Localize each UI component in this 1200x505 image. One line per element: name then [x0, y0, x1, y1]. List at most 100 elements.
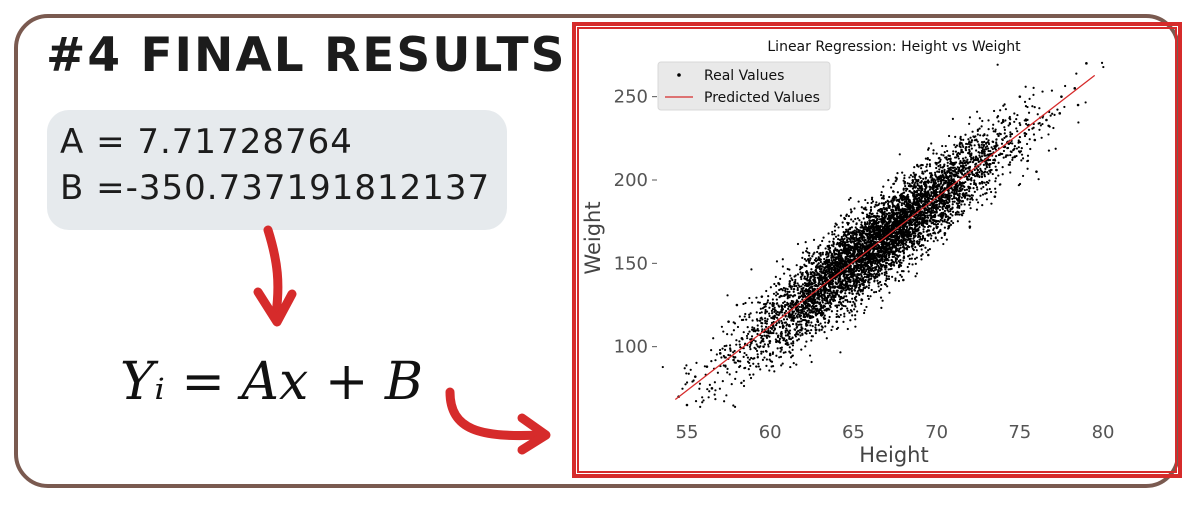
scatter-point	[1004, 119, 1007, 122]
scatter-point	[745, 334, 749, 338]
scatter-point	[958, 206, 961, 209]
scatter-point	[874, 203, 877, 206]
scatter-point	[759, 317, 762, 320]
scatter-point	[737, 360, 740, 363]
scatter-point	[1038, 128, 1041, 131]
scatter-point	[906, 182, 909, 185]
scatter-point	[757, 362, 760, 365]
scatter-point	[883, 282, 887, 286]
scatter-point	[831, 233, 834, 236]
scatter-point	[936, 206, 939, 210]
scatter-point	[846, 287, 849, 290]
scatter-point	[748, 296, 751, 300]
scatter-point	[951, 214, 954, 217]
scatter-point	[887, 268, 890, 271]
scatter-point	[929, 237, 933, 240]
scatter-point	[759, 319, 762, 322]
scatter-point	[825, 337, 828, 340]
scatter-point	[796, 288, 799, 291]
scatter-point	[881, 235, 884, 239]
scatter-point	[932, 190, 935, 194]
scatter-point	[989, 150, 992, 153]
scatter-point	[931, 202, 934, 205]
scatter-point	[835, 315, 838, 319]
scatter-point	[816, 293, 819, 296]
scatter-point	[968, 143, 972, 146]
scatter-point	[811, 282, 814, 285]
scatter-point	[908, 182, 911, 185]
scatter-point	[938, 168, 941, 171]
scatter-point	[888, 224, 891, 227]
scatter-point	[880, 306, 883, 309]
scatter-point	[812, 307, 815, 310]
scatter-point	[828, 251, 831, 254]
scatter-point	[744, 342, 747, 345]
scatter-point	[879, 287, 882, 291]
scatter-point	[755, 311, 758, 314]
scatter-point	[765, 358, 768, 361]
scatter-point	[966, 178, 969, 181]
scatter-point	[770, 321, 774, 324]
scatter-point	[831, 230, 834, 234]
scatter-point	[962, 185, 965, 188]
scatter-point	[907, 255, 910, 258]
scatter-point	[829, 285, 832, 289]
scatter-point	[1018, 141, 1022, 144]
scatter-point	[875, 229, 878, 232]
scatter-point	[776, 335, 780, 339]
scatter-point	[834, 267, 837, 270]
scatter-point	[763, 334, 766, 337]
scatter-point	[908, 203, 912, 206]
scatter-point	[939, 158, 942, 161]
scatter-point	[906, 265, 909, 269]
scatter-point	[913, 239, 916, 242]
scatter-point	[908, 176, 911, 179]
scatter-point	[795, 284, 798, 288]
scatter-point	[785, 303, 789, 306]
scatter-point	[1045, 118, 1048, 122]
scatter-point	[922, 177, 925, 181]
scatter-point	[1009, 135, 1012, 138]
scatter-point	[858, 269, 861, 272]
scatter-point	[983, 148, 986, 151]
scatter-point	[814, 293, 817, 296]
scatter-point	[995, 141, 998, 144]
scatter-point	[875, 224, 878, 227]
scatter-point	[888, 212, 891, 215]
scatter-point	[1032, 133, 1036, 136]
scatter-point	[943, 218, 946, 221]
scatter-point	[769, 352, 772, 355]
scatter-point	[866, 294, 870, 298]
scatter-point	[958, 213, 961, 216]
scatter-point	[761, 318, 764, 321]
scatter-point	[900, 270, 904, 273]
scatter-point	[1037, 178, 1040, 181]
scatter-point	[844, 279, 847, 282]
scatter-point	[854, 226, 857, 229]
scatter-point	[932, 232, 935, 235]
scatter-point	[951, 200, 954, 203]
scatter-point	[898, 254, 901, 257]
scatter-point	[942, 179, 945, 182]
scatter-point	[847, 246, 850, 249]
scatter-point	[898, 247, 901, 251]
scatter-point	[839, 351, 842, 354]
scatter-point	[949, 166, 952, 169]
scatter-point	[963, 203, 966, 206]
scatter-point	[902, 259, 905, 262]
scatter-point	[1041, 90, 1044, 93]
scatter-point	[774, 309, 777, 312]
scatter-point	[714, 389, 717, 392]
scatter-point	[919, 214, 922, 217]
scatter-point	[881, 260, 884, 263]
scatter-point	[973, 179, 976, 182]
scatter-point	[848, 265, 851, 269]
scatter-point	[812, 297, 815, 300]
scatter-point	[961, 157, 965, 160]
scatter-point	[969, 182, 972, 186]
scatter-point	[853, 240, 857, 243]
scatter-point	[914, 275, 917, 278]
scatter-point	[832, 243, 835, 246]
scatter-point	[946, 158, 949, 161]
scatter-point	[756, 353, 759, 356]
